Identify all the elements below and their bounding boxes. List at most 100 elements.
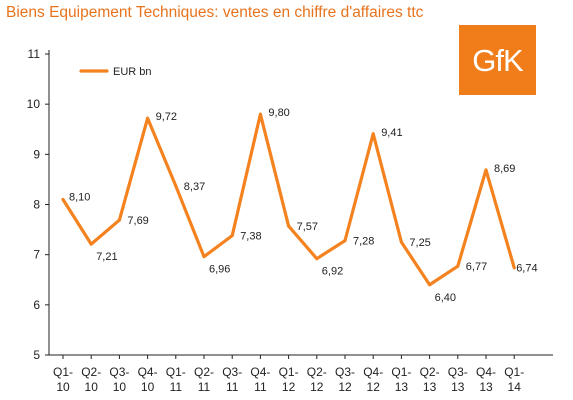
data-point <box>428 283 432 287</box>
gfk-logo: GfK <box>459 25 536 95</box>
x-tick-label-year: 10 <box>85 380 99 394</box>
x-tick-label-year: 12 <box>282 380 296 394</box>
x-tick-label: Q4-10 <box>138 365 158 394</box>
x-tick-label-year: 10 <box>141 380 155 394</box>
x-tick-label-year: 11 <box>254 380 267 394</box>
data-label: 7,69 <box>127 215 148 227</box>
y-tick-label: 11 <box>28 47 41 61</box>
x-tick-label-year: 13 <box>479 380 493 394</box>
data-point <box>202 255 206 259</box>
data-label: 9,41 <box>381 127 402 139</box>
x-tick-label: Q1-10 <box>53 365 73 394</box>
y-tick-label: 6 <box>33 298 40 312</box>
x-tick-label-year: 10 <box>113 380 127 394</box>
data-point <box>174 184 178 188</box>
data-label: 7,38 <box>240 231 261 243</box>
data-label: 6,74 <box>516 263 537 275</box>
x-tick-label-quarter: Q4- <box>363 365 383 379</box>
data-label: 7,28 <box>353 236 374 248</box>
x-tick-label-quarter: Q1- <box>391 365 411 379</box>
chart-legend: EUR bn <box>79 66 152 78</box>
data-point <box>287 224 291 228</box>
gfk-logo-text: GfK <box>472 42 523 78</box>
data-point <box>89 242 93 246</box>
data-label: 9,80 <box>268 107 289 119</box>
x-tick-label-quarter: Q4- <box>250 365 270 379</box>
data-label: 8,10 <box>69 191 90 203</box>
x-tick-label-year: 11 <box>170 380 183 394</box>
data-label: 9,72 <box>156 111 177 123</box>
x-tick-label-year: 11 <box>226 380 239 394</box>
data-point <box>484 168 488 172</box>
data-point <box>343 239 347 243</box>
data-label: 7,25 <box>409 237 430 249</box>
data-label: 6,77 <box>466 261 487 273</box>
x-tick-label: Q2-11 <box>194 365 214 394</box>
x-tick-label: Q1-12 <box>279 365 299 394</box>
x-tick-label: Q1-14 <box>504 365 524 394</box>
x-tick-label-quarter: Q3- <box>109 365 129 379</box>
x-tick-label-year: 14 <box>508 380 522 394</box>
x-tick-label-quarter: Q1- <box>504 365 524 379</box>
x-tick-label-quarter: Q1- <box>166 365 186 379</box>
data-label: 8,37 <box>184 181 205 193</box>
data-point <box>371 132 375 136</box>
x-tick-label-year: 11 <box>198 380 211 394</box>
data-point <box>117 218 121 222</box>
x-tick-label: Q1-13 <box>391 365 411 394</box>
x-tick-label: Q2-13 <box>420 365 440 394</box>
x-tick-label-quarter: Q2- <box>307 365 327 379</box>
x-tick-label: Q3-12 <box>335 365 355 394</box>
x-tick-label-quarter: Q2- <box>194 365 214 379</box>
x-tick-label-quarter: Q3- <box>222 365 242 379</box>
x-tick-label-year: 13 <box>451 380 465 394</box>
y-tick-label: 8 <box>33 198 40 212</box>
data-label: 6,96 <box>209 264 230 276</box>
x-tick-label-year: 12 <box>310 380 324 394</box>
data-point <box>61 197 65 201</box>
x-tick-label: Q4-13 <box>476 365 496 394</box>
x-tick-label: Q3-13 <box>448 365 468 394</box>
y-tick-label: 5 <box>33 348 40 362</box>
x-tick-label: Q4-12 <box>363 365 383 394</box>
series-line-eur-bn <box>61 112 516 287</box>
data-point <box>512 266 516 270</box>
x-tick-label-quarter: Q2- <box>420 365 440 379</box>
x-tick-label-year: 12 <box>367 380 381 394</box>
data-label: 8,69 <box>494 163 515 175</box>
x-tick-label-quarter: Q3- <box>335 365 355 379</box>
x-tick-label-year: 13 <box>395 380 409 394</box>
x-tick-label-year: 13 <box>423 380 437 394</box>
chart-title: Biens Equipement Techniques: ventes en c… <box>6 4 424 21</box>
x-tick-label-quarter: Q1- <box>279 365 299 379</box>
data-point <box>456 264 460 268</box>
x-tick-label-quarter: Q3- <box>448 365 468 379</box>
y-tick-label: 10 <box>27 97 41 111</box>
data-point <box>258 112 262 116</box>
x-tick-label: Q4-11 <box>250 365 270 394</box>
x-tick-label-year: 12 <box>338 380 352 394</box>
y-tick-label: 9 <box>33 147 40 161</box>
data-point <box>315 257 319 261</box>
x-tick-label: Q1-11 <box>166 365 186 394</box>
chart-axes: 567891011Q1-10Q2-10Q3-10Q4-10Q1-11Q2-11Q… <box>27 47 553 394</box>
data-label: 7,57 <box>297 221 318 233</box>
data-point <box>146 116 150 120</box>
data-label: 6,92 <box>322 266 343 278</box>
chart-plot-area: 8,10 7,21 7,69 9,72 8,37 6,96 7,38 9,80 7,57 6,92… <box>61 107 538 304</box>
x-tick-label-quarter: Q4- <box>476 365 496 379</box>
legend-label-eur-bn: EUR bn <box>113 66 152 78</box>
y-tick-label: 7 <box>33 248 40 262</box>
x-tick-label: Q2-12 <box>307 365 327 394</box>
data-label: 6,40 <box>435 292 456 304</box>
x-tick-label: Q2-10 <box>81 365 101 394</box>
data-point <box>230 234 234 238</box>
data-label: 7,21 <box>96 251 117 263</box>
x-tick-label-quarter: Q1- <box>53 365 73 379</box>
x-tick-label-quarter: Q4- <box>138 365 158 379</box>
data-point <box>399 240 403 244</box>
x-tick-label-quarter: Q2- <box>81 365 101 379</box>
x-tick-label-year: 10 <box>56 380 70 394</box>
x-tick-label: Q3-11 <box>222 365 242 394</box>
